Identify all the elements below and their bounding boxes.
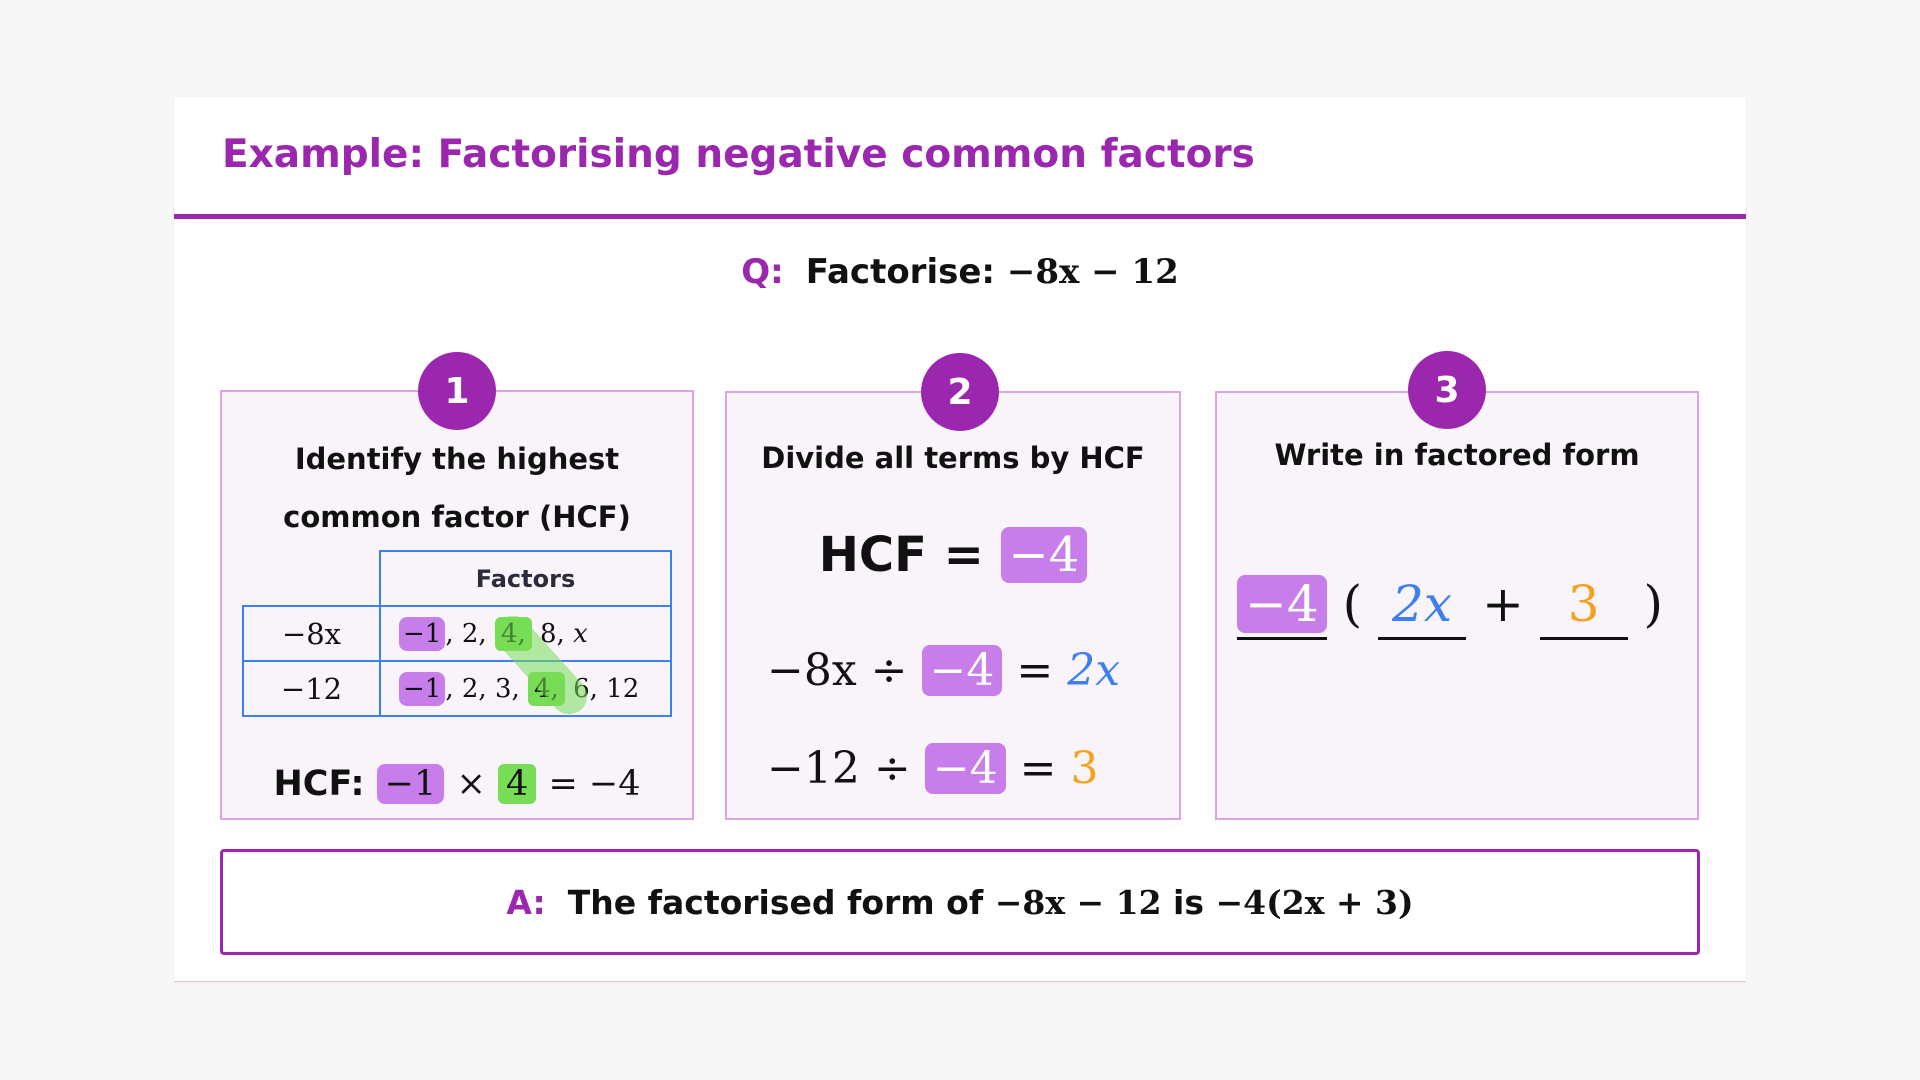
step-2-hcf-line: HCF = −4 <box>727 527 1179 583</box>
table-header-factors: Factors <box>379 550 672 607</box>
factors-table: Factors −8x −1, 2, 4, 8, x −12 −1, 2, 3, <box>242 550 672 717</box>
step-2-number: 2 <box>921 353 999 431</box>
division-term: −8x ÷ <box>767 645 908 696</box>
division-result: 3 <box>1070 743 1099 794</box>
question-expression: −8x − 12 <box>1006 252 1179 292</box>
answer-expression-2: −4(2x + 3) <box>1215 882 1414 922</box>
plus-sign: + <box>1481 575 1524 633</box>
title-divider <box>174 214 1746 219</box>
division-term: −12 ÷ <box>767 743 911 794</box>
answer-text-2: is <box>1173 882 1205 922</box>
term1-blank: 2x <box>1378 575 1467 640</box>
step-1-hcf-line: HCF: −1 × 4 = −4 <box>222 764 692 804</box>
step-1-box: Identify the highest common factor (HCF)… <box>220 390 694 820</box>
factored-term-1: 2x <box>1392 575 1453 633</box>
division-result: 2x <box>1067 645 1121 696</box>
factor-2: 2, <box>461 618 487 649</box>
hcf-factor-4: 4 <box>497 764 537 804</box>
division-line-2: −12 ÷ −4 = 3 <box>767 743 1098 794</box>
division-divisor: −4 <box>921 645 1003 696</box>
times-sign: × <box>456 764 486 804</box>
step-1-number: 1 <box>418 352 496 430</box>
hcf-value: −4 <box>1000 527 1088 583</box>
hcf-equals-label: HCF = <box>818 527 984 583</box>
term2-blank: 3 <box>1539 575 1628 640</box>
factor-neg1: −1 <box>399 671 446 706</box>
step-1-title-line1: Identify the highest <box>294 442 620 476</box>
step-3-box: Write in factored form −4 ( 2x + 3 ) <box>1215 391 1699 820</box>
step-1-title: Identify the highest common factor (HCF) <box>222 430 692 546</box>
step-1-title-line2: common factor (HCF) <box>283 500 631 534</box>
hcf-label: HCF: <box>273 764 365 804</box>
factor-blank: −4 <box>1237 575 1327 640</box>
equals-sign: = <box>1019 743 1057 794</box>
step-2-title: Divide all terms by HCF <box>761 441 1145 475</box>
division-line-1: −8x ÷ −4 = 2x <box>767 645 1120 696</box>
factor-neg1: −1 <box>399 616 446 651</box>
common-factor: −4 <box>1237 575 1327 633</box>
step-3-title: Write in factored form <box>1274 438 1640 472</box>
step-3-number: 3 <box>1408 351 1486 429</box>
open-paren: ( <box>1342 575 1363 633</box>
table-row: −12 −1, 2, 3, 4, 6, 12 <box>242 660 672 717</box>
page-title: Example: Factorising negative common fac… <box>222 132 1255 177</box>
table-term: −12 <box>242 660 381 717</box>
factor-3: 3, <box>494 673 520 704</box>
factored-term-2: 3 <box>1567 575 1600 633</box>
table-row: −8x −1, 2, 4, 8, x <box>242 605 672 662</box>
question-label: Factorise: <box>805 252 995 292</box>
close-paren: ) <box>1643 575 1664 633</box>
division-divisor: −4 <box>924 743 1006 794</box>
hcf-result: = −4 <box>548 764 641 804</box>
equals-sign: = <box>1016 645 1054 696</box>
answer-letter: A: <box>506 882 546 922</box>
table-corner <box>243 551 381 607</box>
hcf-factor-neg1: −1 <box>376 764 445 804</box>
step-2-box: Divide all terms by HCF HCF = −4 −8x ÷ −… <box>725 391 1181 820</box>
question-line: Q: Factorise: −8x − 12 <box>174 252 1746 292</box>
example-card: Example: Factorising negative common fac… <box>174 98 1746 982</box>
factor-x: x <box>573 618 588 649</box>
table-term: −8x <box>242 605 381 662</box>
factored-form: −4 ( 2x + 3 ) <box>1237 575 1663 640</box>
factor-2: 2, <box>461 673 487 704</box>
answer-box: A: The factorised form of −8x − 12 is −4… <box>220 849 1700 955</box>
question-letter: Q: <box>741 252 784 292</box>
answer-text-1: The factorised form of <box>567 882 984 922</box>
answer-expression-1: −8x − 12 <box>994 882 1162 922</box>
